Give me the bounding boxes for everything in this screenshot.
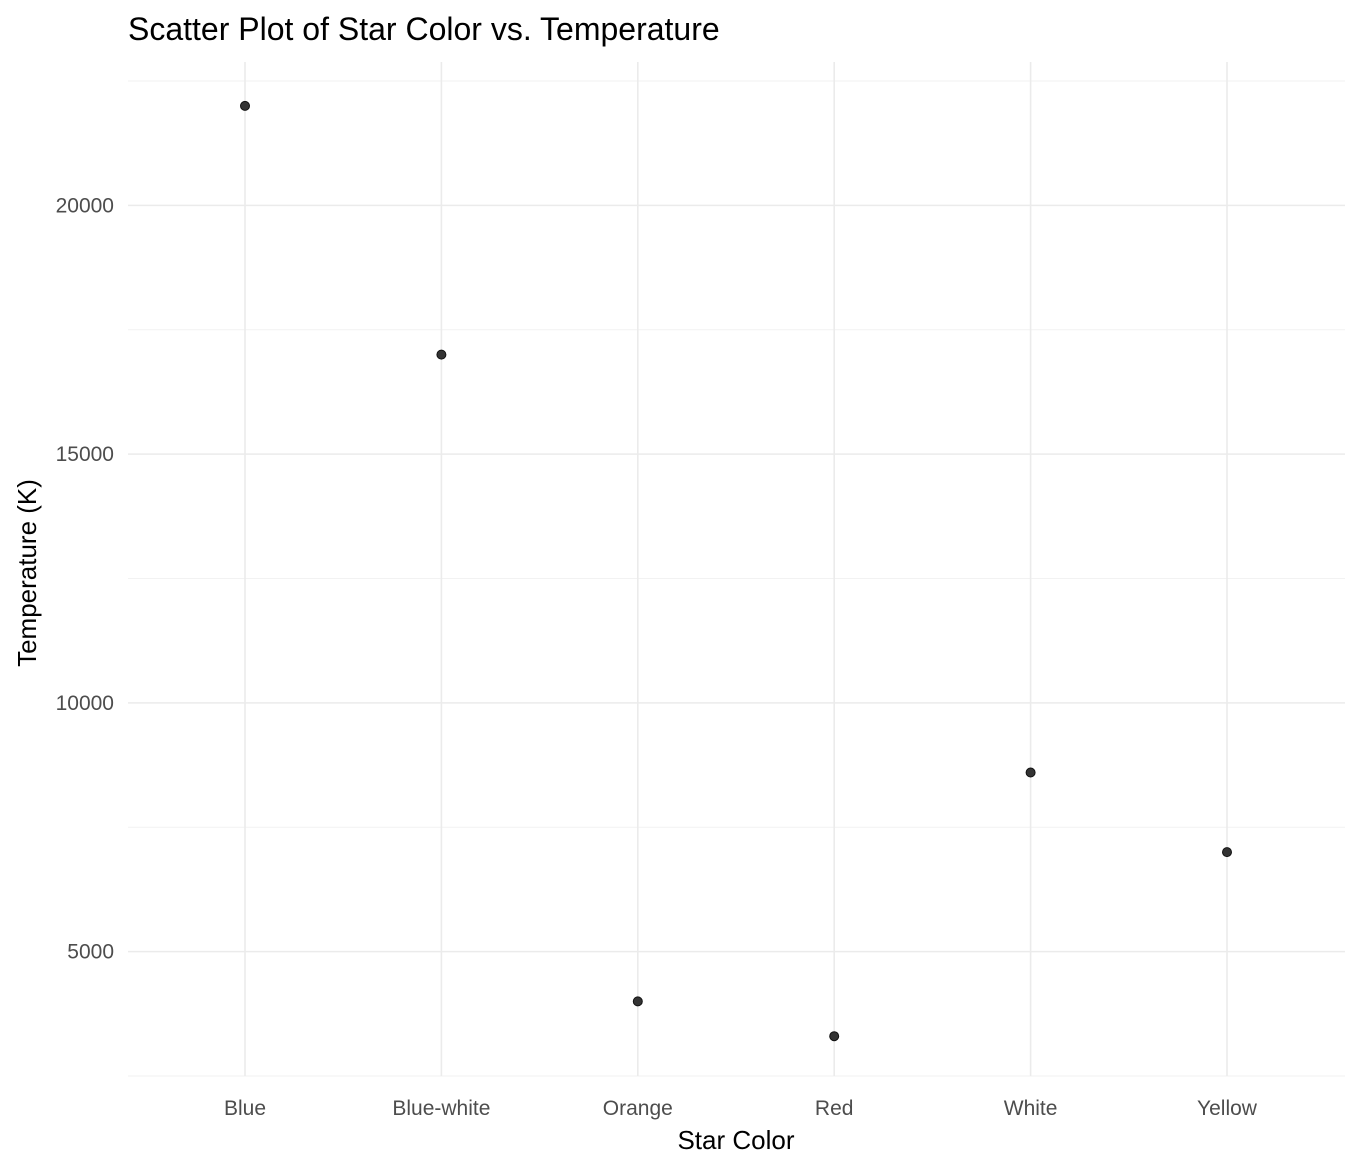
y-tick-label: 20000	[56, 194, 114, 217]
y-tick-label: 10000	[56, 692, 114, 715]
x-axis-title: Star Color	[677, 1125, 794, 1155]
data-point	[1025, 767, 1036, 778]
data-point	[829, 1031, 840, 1042]
x-tick-label: Blue	[224, 1097, 266, 1120]
x-tick-label: Orange	[603, 1097, 673, 1120]
data-point	[240, 100, 250, 111]
x-tick-label: Blue-white	[392, 1097, 490, 1120]
y-tick-label: 15000	[56, 443, 114, 466]
x-axis-ticks: Blue Blue-white Orange Red White Yellow	[224, 1097, 1258, 1120]
data-points	[240, 100, 1232, 1042]
grid-lines	[128, 62, 1345, 1077]
x-tick-label: White	[1004, 1097, 1058, 1120]
x-tick-label: Yellow	[1197, 1097, 1258, 1120]
y-axis-title: Temperature (K)	[12, 479, 42, 667]
data-point	[632, 996, 643, 1007]
y-axis-ticks: 5000 10000 15000 20000	[56, 194, 114, 963]
data-point	[1222, 847, 1232, 858]
y-tick-label: 5000	[67, 941, 114, 964]
data-point	[436, 349, 447, 360]
chart-title: Scatter Plot of Star Color vs. Temperatu…	[128, 11, 720, 47]
x-tick-label: Red	[815, 1097, 854, 1120]
